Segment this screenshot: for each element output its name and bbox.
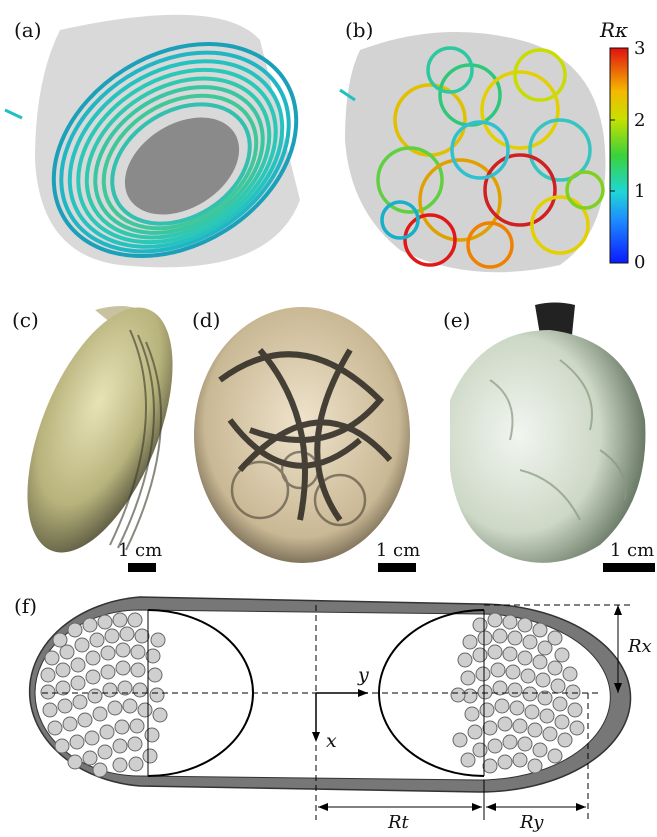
panel-label-e: (e): [443, 308, 471, 332]
panel-e-photo: [450, 302, 646, 563]
panel-d-photo: [194, 307, 410, 563]
particles-right: [450, 612, 585, 774]
panel-f-schematic: [28, 596, 632, 820]
panel-label-c: (c): [12, 308, 39, 332]
dimension-label-Ry: Ry: [520, 812, 544, 833]
panel-c-photo: [27, 306, 173, 553]
scalebar-e: [603, 563, 655, 572]
panel-label-a: (a): [14, 18, 42, 42]
colorbar-tick-0: 0: [634, 252, 646, 273]
scalebar-label-d: 1 cm: [375, 540, 421, 561]
colorbar-tick-2: 2: [634, 110, 646, 131]
panel-label-d: (d): [192, 308, 221, 332]
panel-b-render: [339, 32, 606, 273]
axis-label-x: x: [326, 730, 337, 752]
panel-a-render: [4, 14, 300, 268]
colorbar: [609, 47, 629, 264]
axis-label-y: y: [358, 664, 369, 686]
scalebar-c: [128, 563, 156, 572]
scalebar-label-e: 1 cm: [609, 540, 655, 561]
colorbar-tick-1: 1: [634, 181, 646, 202]
panel-label-f: (f): [14, 594, 38, 618]
scalebar-d: [378, 563, 416, 572]
scalebar-label-c: 1 cm: [117, 540, 163, 561]
panel-label-b: (b): [345, 18, 374, 42]
dimension-label-Rx: Rx: [628, 636, 652, 657]
colorbar-title: Rκ: [600, 18, 629, 42]
dimension-label-Rt: Rt: [388, 812, 409, 833]
colorbar-tick-3: 3: [634, 38, 646, 59]
